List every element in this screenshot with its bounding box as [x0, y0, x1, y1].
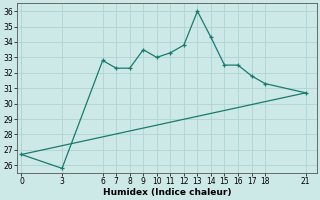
- X-axis label: Humidex (Indice chaleur): Humidex (Indice chaleur): [103, 188, 231, 197]
